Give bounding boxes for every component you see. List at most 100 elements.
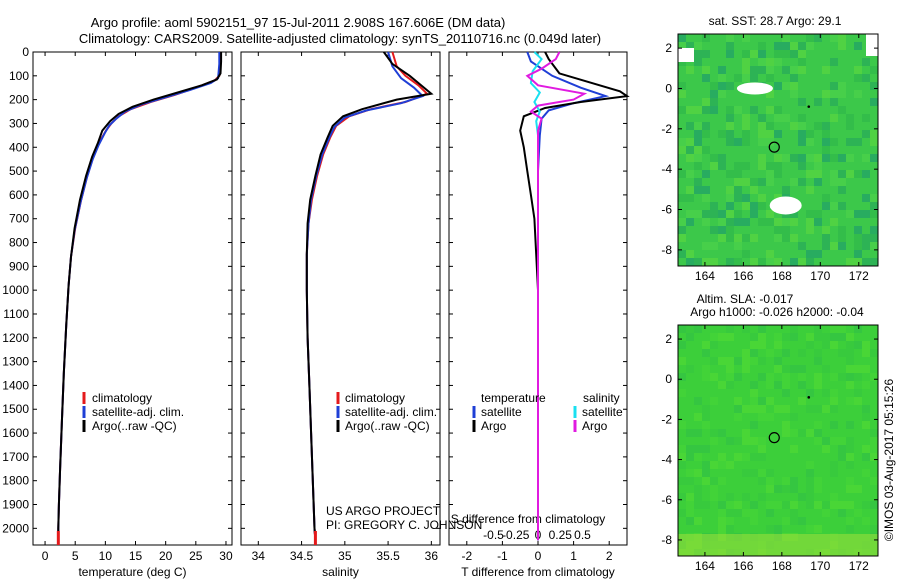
map-x-tick-label: 170 [810, 559, 830, 573]
map-cell [742, 74, 750, 82]
map-cell [822, 146, 830, 154]
map-cell [702, 194, 710, 202]
map-cell [822, 66, 830, 74]
map-cell [718, 226, 726, 234]
map-cell [774, 82, 782, 90]
map-cell [726, 82, 734, 90]
map-cell [710, 357, 718, 365]
map-x-tick-label: 164 [695, 559, 715, 573]
map-cell [830, 469, 838, 477]
map-cell [846, 357, 854, 365]
x-tick-label: 5 [72, 549, 79, 563]
map-cell [838, 90, 846, 98]
map-cell [750, 234, 758, 242]
map-cell [702, 373, 710, 381]
map-cell [830, 373, 838, 381]
map-cell [846, 373, 854, 381]
map-cell [710, 373, 718, 381]
map-cell [686, 509, 694, 517]
map-cell [854, 341, 862, 349]
map-cell [726, 437, 734, 445]
map-cell [750, 186, 758, 194]
map-cell [758, 138, 766, 146]
map-cell [838, 509, 846, 517]
map-cell [710, 242, 718, 250]
map-cell [750, 501, 758, 509]
map-cell [798, 517, 806, 525]
map-cell [822, 138, 830, 146]
map-cell [862, 445, 870, 453]
map-cell [814, 501, 822, 509]
map-cell [766, 162, 774, 170]
map-cell [758, 453, 766, 461]
map-cell [694, 178, 702, 186]
map-cell [806, 42, 814, 50]
map-cell [710, 154, 718, 162]
map-cell [694, 258, 702, 266]
map-cell [782, 485, 790, 493]
map-cell [846, 138, 854, 146]
map-cell [718, 381, 726, 389]
salinity-panel: 34 34.5 35 35.5 36 salinity [240, 51, 441, 579]
map-cell [814, 405, 822, 413]
map-cell [806, 389, 814, 397]
y-tick-label: 200 [9, 93, 29, 107]
map-cell [742, 130, 750, 138]
map-cell [862, 210, 870, 218]
map-cell [782, 50, 790, 58]
map-cell [718, 218, 726, 226]
map-cell [694, 517, 702, 525]
legend-t-argo-label: Argo [481, 419, 507, 433]
map-cell [734, 106, 742, 114]
map-cell [694, 413, 702, 421]
map-cell [758, 325, 766, 333]
map-cell [854, 90, 862, 98]
map-dot [807, 396, 811, 399]
map-cell [822, 437, 830, 445]
s-axis-label: S difference from climatology [451, 512, 606, 526]
map-cell [734, 357, 742, 365]
map-cell [846, 445, 854, 453]
map-cell [734, 242, 742, 250]
map-cell [862, 413, 870, 421]
map-cell [798, 242, 806, 250]
map-y-tick-label: -6 [661, 203, 672, 217]
map-cell [758, 445, 766, 453]
map-cell [678, 461, 686, 469]
map-cell [790, 325, 798, 333]
map-cell [702, 122, 710, 130]
map-cell [846, 397, 854, 405]
float-position-marker [768, 141, 780, 153]
map-cell [822, 445, 830, 453]
x-tick-label: 0 [42, 549, 49, 563]
map-cell [702, 445, 710, 453]
map-cell [830, 389, 838, 397]
map-cell [726, 218, 734, 226]
map-cell [846, 453, 854, 461]
map-cell [838, 154, 846, 162]
sla-map: 164 166 168 170 172 2 0 -2 -4 -6 -8 [661, 324, 879, 573]
legend-argo-label: Argo(..raw -QC) [92, 419, 177, 433]
map-cell [766, 258, 774, 266]
map-cell [686, 453, 694, 461]
map-cell [742, 218, 750, 226]
map-cell [806, 138, 814, 146]
map-x-tick-label: 164 [695, 269, 715, 283]
map-cell [678, 82, 686, 90]
map-cell [678, 477, 686, 485]
s-tick-label: -0.5 [483, 528, 504, 542]
map-cell [686, 66, 694, 74]
map-cell [854, 210, 862, 218]
map-cell [790, 74, 798, 82]
map-cell [830, 154, 838, 162]
map-cell [870, 226, 878, 234]
map-cell [782, 421, 790, 429]
map-cell [686, 493, 694, 501]
map-cell [718, 66, 726, 74]
map-cell [742, 122, 750, 130]
map-cell [774, 218, 782, 226]
map-cell [742, 178, 750, 186]
map-cell [726, 34, 734, 42]
map-cell [790, 365, 798, 373]
map-cell [766, 501, 774, 509]
